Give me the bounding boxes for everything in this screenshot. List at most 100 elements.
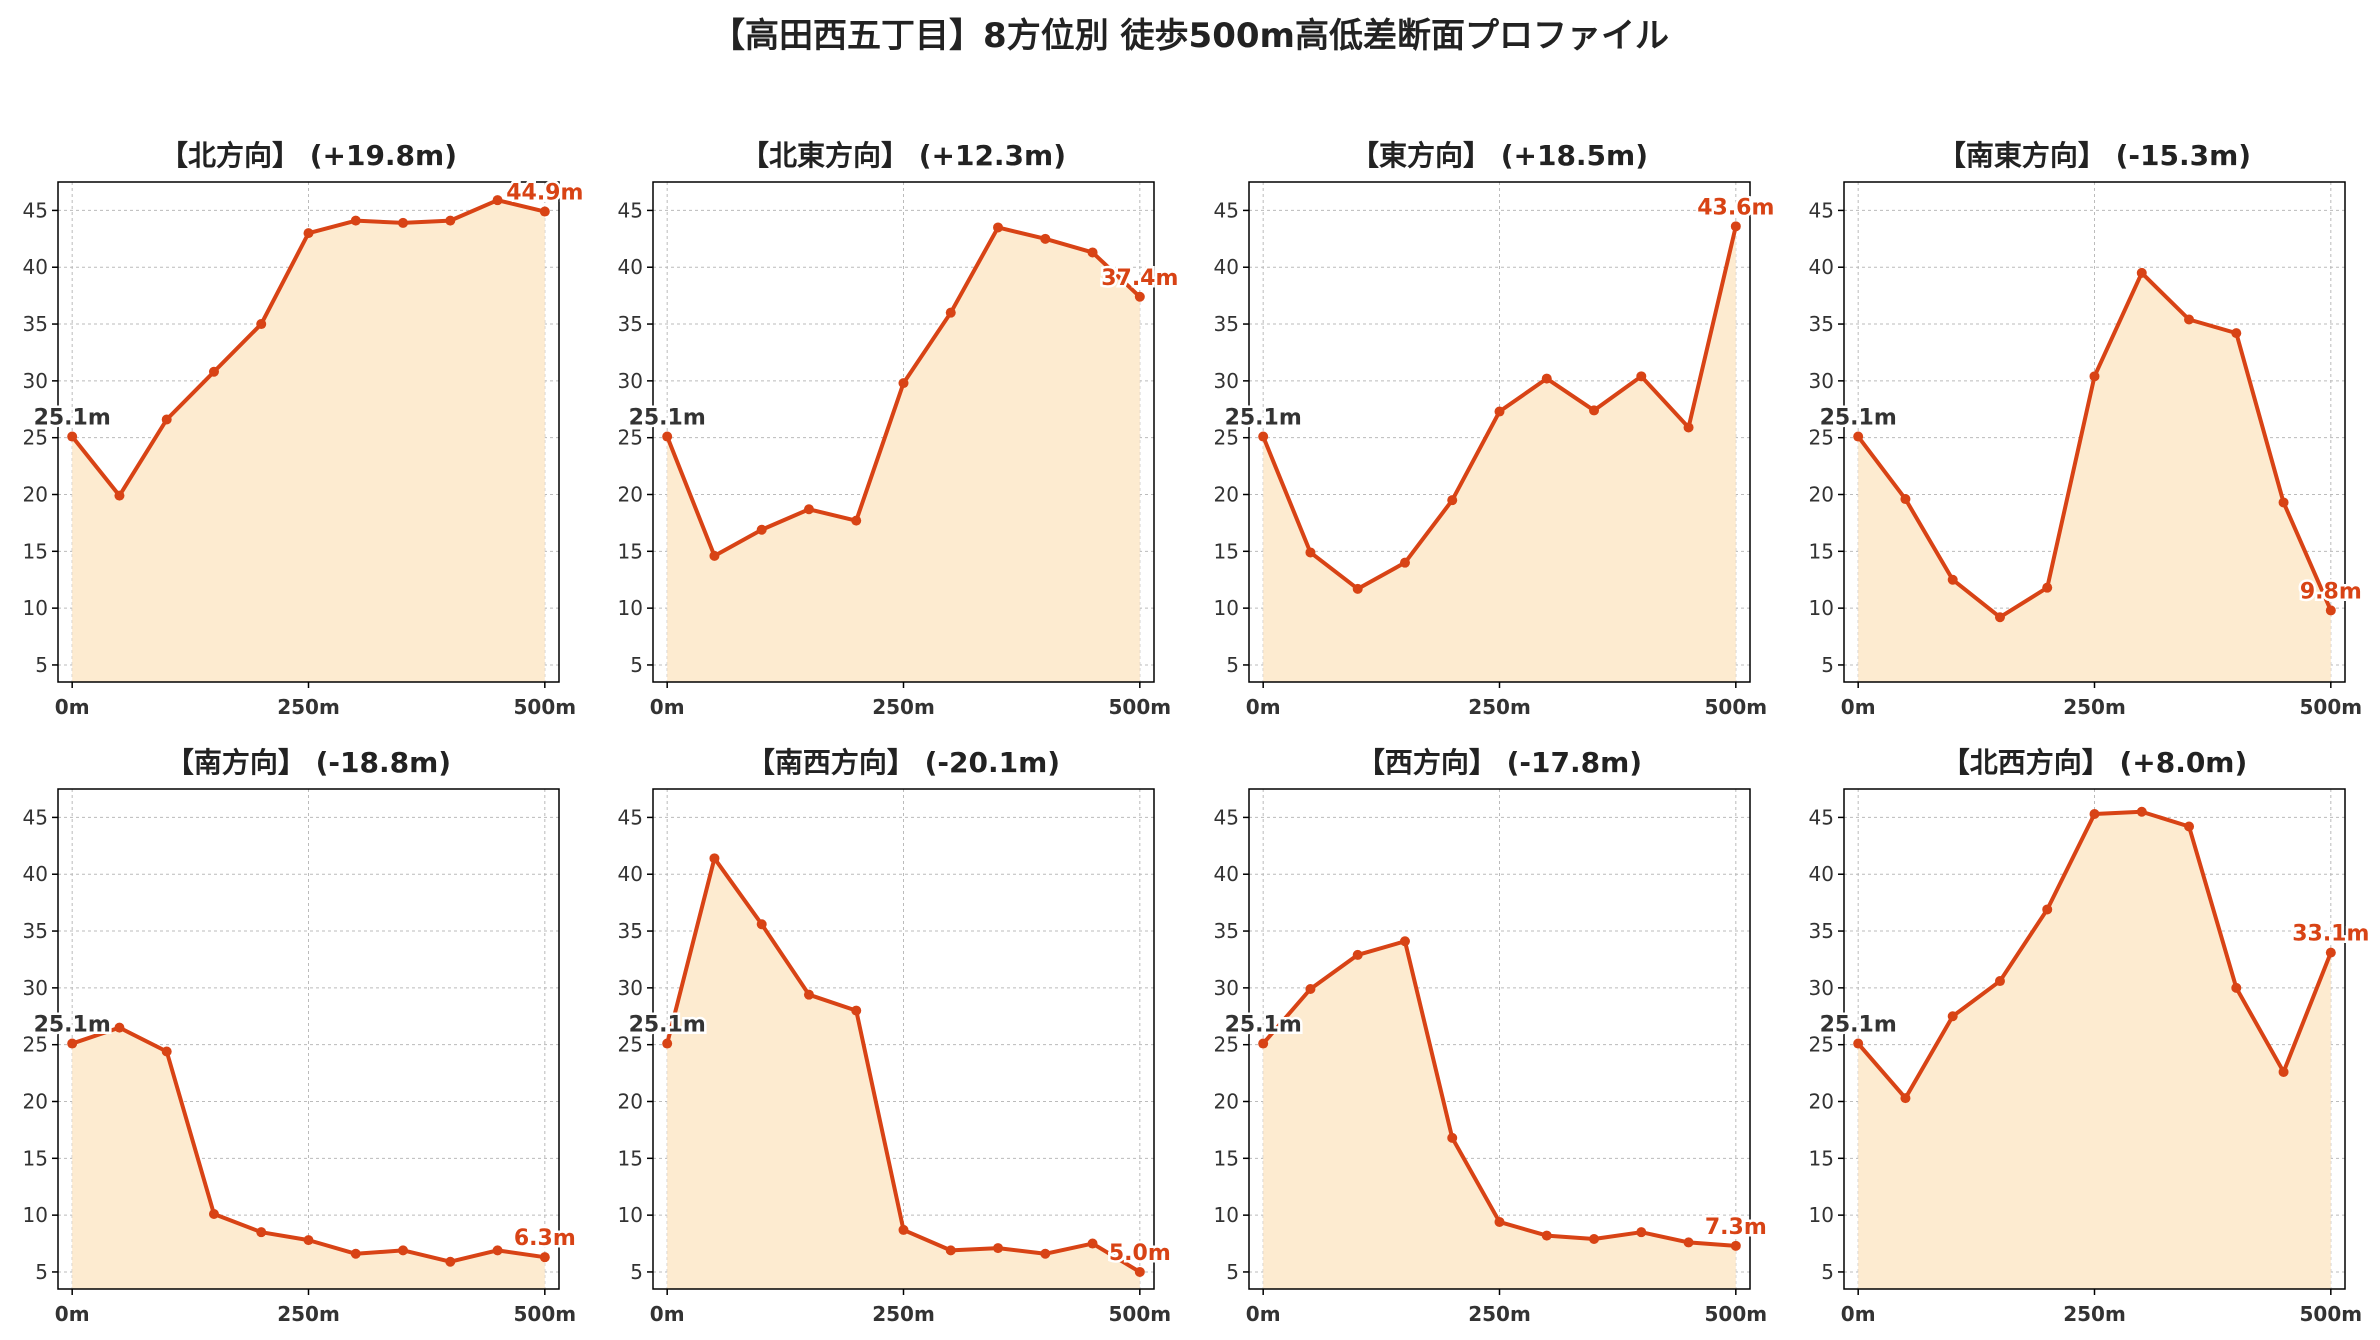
data-point xyxy=(2089,809,2100,819)
data-point xyxy=(1683,422,1694,433)
x-tick-label: 250m xyxy=(872,1302,935,1326)
x-tick-label: 250m xyxy=(2063,1302,2126,1326)
data-point xyxy=(945,1245,956,1256)
x-tick-label: 250m xyxy=(872,695,935,719)
data-point xyxy=(1683,1237,1694,1248)
y-tick-label: 15 xyxy=(23,1146,48,1170)
data-point xyxy=(208,366,219,377)
data-point xyxy=(803,504,814,515)
y-tick-label: 20 xyxy=(23,483,48,507)
data-point xyxy=(2042,582,2053,593)
data-point xyxy=(161,414,172,425)
start-elevation-label: 25.1m xyxy=(629,1013,706,1038)
end-elevation-label: 33.1m xyxy=(2292,922,2369,947)
data-point xyxy=(1541,373,1552,384)
data-point xyxy=(2278,497,2289,508)
y-tick-label: 15 xyxy=(23,539,48,563)
profile-chart-0: 【北方向】 (+19.8m) 5 10 15 20 25 30 35 40 45 0m 250m 500… xyxy=(23,139,586,719)
data-point xyxy=(1947,1011,1958,1022)
data-point xyxy=(1636,371,1647,382)
y-tick-label: 35 xyxy=(1214,312,1239,336)
data-point xyxy=(161,1046,172,1057)
y-tick-label: 20 xyxy=(23,1090,48,1114)
data-point xyxy=(2325,605,2336,616)
start-elevation-label: 25.1m xyxy=(629,406,706,431)
data-point xyxy=(350,1248,361,1259)
y-tick-label: 35 xyxy=(23,919,48,943)
elevation-area xyxy=(72,200,545,682)
x-tick-label: 0m xyxy=(1841,1302,1876,1326)
data-point xyxy=(1352,949,1363,960)
y-tick-label: 45 xyxy=(618,805,643,829)
data-point xyxy=(1589,405,1600,416)
data-point xyxy=(1447,1132,1458,1143)
data-point xyxy=(1305,984,1316,994)
x-tick-label: 500m xyxy=(514,1302,577,1326)
data-point xyxy=(1040,1248,1051,1259)
data-point xyxy=(662,1038,673,1049)
data-point xyxy=(756,919,767,930)
data-point xyxy=(851,515,862,526)
end-elevation-label: 37.4m xyxy=(1101,266,1178,291)
y-tick-label: 30 xyxy=(618,369,643,393)
y-tick-label: 40 xyxy=(1214,862,1239,886)
y-tick-label: 10 xyxy=(618,596,643,620)
x-tick-label: 500m xyxy=(514,695,577,719)
elevation-area xyxy=(1858,272,2331,682)
y-tick-label: 25 xyxy=(618,1033,643,1057)
data-point xyxy=(492,1245,503,1256)
y-tick-label: 25 xyxy=(23,426,48,450)
data-point xyxy=(1853,1038,1864,1049)
data-point xyxy=(350,215,361,226)
y-tick-label: 40 xyxy=(23,862,48,886)
data-point xyxy=(898,1224,909,1235)
data-point xyxy=(2136,267,2147,278)
data-point xyxy=(1730,1240,1741,1251)
end-elevation-label: 7.3m xyxy=(1705,1215,1767,1240)
y-tick-label: 45 xyxy=(1809,198,1834,222)
y-tick-label: 35 xyxy=(1809,312,1834,336)
data-point xyxy=(398,217,409,228)
start-elevation-label: 25.1m xyxy=(34,1013,111,1038)
data-point xyxy=(2042,904,2053,915)
data-point xyxy=(67,1038,78,1049)
x-tick-label: 500m xyxy=(2300,695,2363,719)
x-tick-label: 500m xyxy=(1109,1302,1172,1326)
data-point xyxy=(1134,291,1145,302)
data-point xyxy=(1258,1038,1269,1049)
y-tick-label: 40 xyxy=(1809,862,1834,886)
x-tick-label: 250m xyxy=(277,1302,340,1326)
data-point xyxy=(2325,947,2336,958)
data-point xyxy=(945,307,956,318)
data-point xyxy=(1305,547,1316,558)
data-point xyxy=(539,206,550,217)
data-point xyxy=(1258,431,1269,442)
data-point xyxy=(898,378,909,389)
y-tick-label: 30 xyxy=(23,369,48,393)
end-elevation-label: 43.6m xyxy=(1697,195,1774,220)
x-tick-label: 0m xyxy=(55,695,90,719)
y-tick-label: 30 xyxy=(1809,369,1834,393)
y-tick-label: 15 xyxy=(1214,539,1239,563)
subplot-title: 【北方向】 (+19.8m) xyxy=(160,139,457,172)
y-tick-label: 5 xyxy=(1226,653,1239,677)
profile-chart-1: 【北東方向】 (+12.3m) 5 10 15 20 25 30 35 40 45 0m 250m 50… xyxy=(618,139,1181,719)
x-tick-label: 0m xyxy=(650,1302,685,1326)
profile-chart-3: 【南東方向】 (-15.3m) 5 10 15 20 25 30 35 40 45 0m 250m 50… xyxy=(1809,139,2365,719)
y-tick-label: 20 xyxy=(618,1090,643,1114)
y-tick-label: 10 xyxy=(23,596,48,620)
data-point xyxy=(1447,495,1458,506)
data-point xyxy=(1853,431,1864,442)
x-tick-label: 250m xyxy=(277,695,340,719)
y-tick-label: 35 xyxy=(618,312,643,336)
data-point xyxy=(1636,1227,1647,1238)
y-tick-label: 20 xyxy=(1809,483,1834,507)
x-tick-label: 0m xyxy=(1246,1302,1281,1326)
y-tick-label: 15 xyxy=(1214,1146,1239,1170)
y-tick-label: 45 xyxy=(1214,805,1239,829)
x-tick-label: 500m xyxy=(1705,1302,1768,1326)
end-elevation-label: 9.8m xyxy=(2300,579,2362,604)
subplot-title: 【西方向】 (-17.8m) xyxy=(1357,746,1642,779)
y-tick-label: 30 xyxy=(1809,976,1834,1000)
